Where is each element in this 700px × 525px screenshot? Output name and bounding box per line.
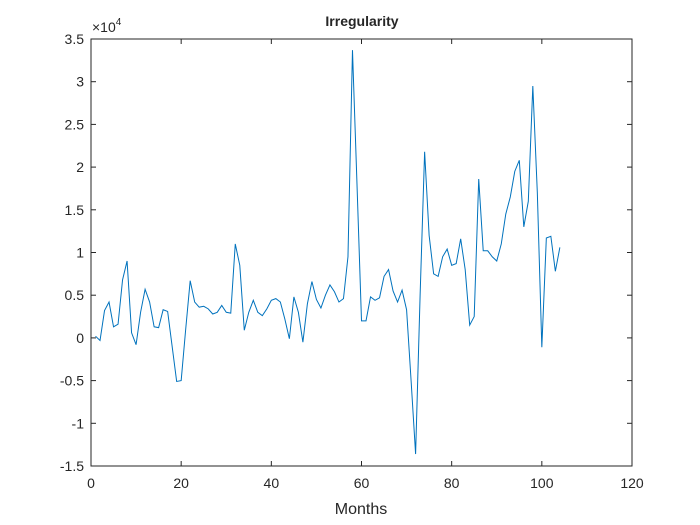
- y-tick-label: -0.5: [60, 373, 84, 389]
- y-tick-label: 1: [76, 245, 84, 261]
- plot-area: [90, 38, 633, 467]
- y-tick-label: 0: [76, 330, 84, 346]
- y-multiplier: ×104: [92, 17, 122, 35]
- x-tick-label: 0: [87, 475, 95, 491]
- y-tick-label: 3.5: [65, 31, 85, 47]
- x-tick-label: 40: [264, 475, 280, 491]
- x-tick-label: 100: [530, 475, 554, 491]
- x-tick-label: 120: [620, 475, 644, 491]
- chart-title: Irregularity: [325, 13, 398, 29]
- y-tick-label: -1: [72, 415, 85, 431]
- y-multiplier-exponent: 4: [116, 17, 122, 28]
- x-tick-label: 60: [354, 475, 370, 491]
- y-tick-label: 2: [76, 159, 84, 175]
- y-tick-label: 0.5: [65, 287, 85, 303]
- y-tick-label: 3: [76, 74, 84, 90]
- data-line: [95, 50, 561, 455]
- y-multiplier-base: ×10: [92, 19, 116, 35]
- y-tick-label: -1.5: [60, 458, 84, 474]
- x-axis-label: Months: [335, 501, 387, 518]
- y-tick-label: 1.5: [65, 202, 85, 218]
- y-tick-label: 2.5: [65, 116, 85, 132]
- x-tick-label: 80: [444, 475, 460, 491]
- x-tick-label: 20: [173, 475, 189, 491]
